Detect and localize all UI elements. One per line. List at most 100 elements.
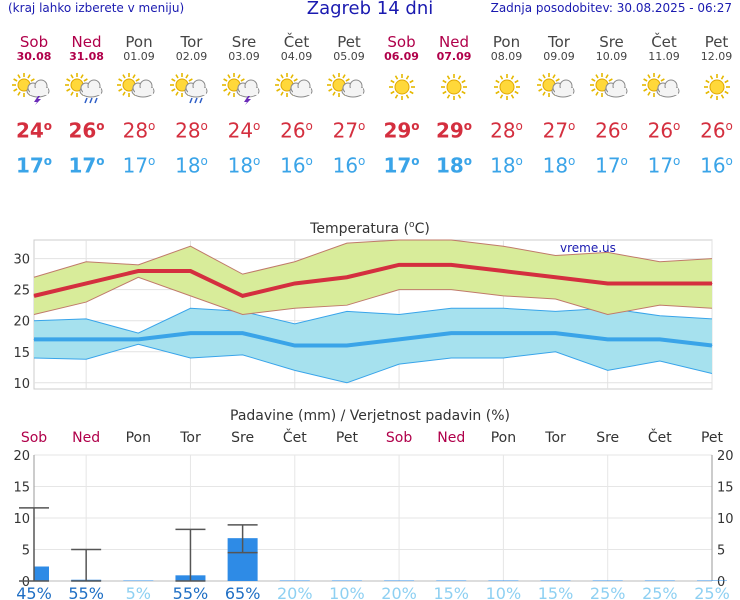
precip-bar [279, 580, 310, 581]
max-temp-point [502, 270, 504, 272]
day-label: Pon [491, 430, 516, 446]
max-temp-point [346, 276, 348, 278]
min-temp: 16o [700, 153, 733, 178]
day-name: Sob [387, 33, 416, 51]
y-tick-label: 15 [13, 346, 30, 361]
day-date: 10.09 [595, 50, 628, 63]
y-tick-label: 30 [13, 253, 30, 268]
max-temp: 28o [490, 118, 523, 143]
precipitation-chart: Padavine (mm) / Verjetnost padavin (%) So… [13, 408, 734, 600]
max-temp: 26o [700, 118, 733, 143]
day-label: Čet [283, 428, 307, 446]
day-name: Pet [704, 33, 729, 51]
day-column: Ned 07.09 29o 18o [428, 33, 480, 176]
day-column: Tor 02.09 28o 18o [166, 33, 218, 176]
day-date: 30.08 [16, 50, 52, 63]
day-name: Čet [283, 33, 310, 51]
max-temp: 27o [332, 118, 366, 143]
watermark: vreme.us [560, 241, 616, 255]
max-temp-point [711, 282, 713, 284]
y-tick-label: 10 [13, 377, 30, 392]
y-tick-label: 20 [13, 315, 30, 330]
min-temp-point [555, 332, 557, 334]
day-name: Ned [439, 33, 469, 51]
day-column: Pon 08.09 28o 18o [481, 33, 533, 176]
max-temp-point [607, 282, 609, 284]
y-tick-label: 15 [13, 481, 30, 496]
precip-bar [540, 580, 571, 581]
day-column: Pet 12.09 26o 16o [691, 33, 740, 176]
min-temp: 16o [280, 153, 313, 178]
day-label: Tor [179, 430, 201, 446]
min-temp-point [502, 332, 504, 334]
day-date: 07.09 [436, 50, 472, 63]
max-temp: 26o [595, 118, 628, 143]
min-temp-point [450, 332, 452, 334]
min-temp-line [34, 331, 713, 348]
sun-cloud-icon [271, 71, 323, 105]
min-temp: 17o [595, 153, 628, 178]
min-temp-point [189, 332, 191, 334]
sun-cloud-icon [323, 71, 375, 105]
day-date: 04.09 [280, 50, 313, 63]
day-date: 08.09 [490, 50, 523, 63]
precip-bar [697, 580, 727, 581]
sun-icon [376, 71, 428, 105]
y-tick-label-right: 5 [717, 544, 725, 559]
day-column: Sre 10.09 26o 17o [586, 33, 638, 176]
max-temp: 27o [542, 118, 576, 143]
max-temp: 29o [435, 118, 473, 143]
sun-cloud-thunder-icon [218, 71, 270, 105]
min-temp-band [34, 308, 712, 383]
day-column: Sre 03.09 24o 18o [218, 33, 270, 176]
sun-icon [481, 71, 533, 105]
day-date: 12.09 [700, 50, 733, 63]
min-temp: 17o [122, 153, 156, 178]
precip-bar [384, 580, 415, 581]
day-name: Pet [337, 33, 361, 51]
sun-icon [691, 71, 740, 105]
day-label: Sob [21, 430, 47, 446]
day-date: 05.09 [333, 50, 365, 63]
y-tick-label-right: 0 [717, 575, 725, 590]
location-hint[interactable]: (kraj lahko izberete v meniju) [8, 1, 185, 15]
max-temp-point [398, 264, 400, 266]
min-temp: 18o [490, 153, 523, 178]
day-label: Sre [596, 430, 619, 446]
sun-cloud-icon [113, 71, 165, 105]
sun-cloud-icon [586, 71, 638, 105]
max-temp-band-lower [33, 276, 713, 316]
y-tick-label: 0 [22, 575, 30, 590]
day-date: 31.08 [69, 50, 104, 63]
max-temp-point [85, 282, 87, 284]
precip-probability: 15% [538, 584, 574, 600]
precip-probability: 25% [590, 584, 626, 600]
page-title: Zagreb 14 dni [306, 0, 434, 19]
day-name: Tor [548, 33, 570, 51]
min-temp: 18o [227, 153, 261, 178]
max-temp: 26o [647, 118, 681, 143]
y-tick-label-right: 15 [717, 481, 734, 496]
min-temp-point [398, 338, 400, 340]
min-temp-point [711, 345, 713, 347]
day-column: Sob 06.09 29o 17o [376, 33, 428, 176]
day-label: Sob [386, 430, 412, 446]
precip-bar [331, 580, 362, 581]
day-column: Čet 04.09 26o 16o [271, 33, 323, 176]
day-date: 01.09 [123, 50, 155, 63]
max-temp-point [33, 295, 35, 297]
max-temp-point [555, 276, 557, 278]
max-temp-point [450, 264, 452, 266]
precip-probability: 5% [126, 584, 151, 600]
sun-cloud-rain-icon [61, 71, 113, 105]
min-temp: 17o [68, 153, 105, 178]
precip-bar [436, 580, 467, 581]
min-temp-band-lower [33, 343, 713, 384]
day-label: Sre [231, 430, 254, 446]
precip-probability: 20% [381, 584, 417, 600]
precip-bar [488, 580, 519, 581]
max-temp-point [659, 282, 661, 284]
temperature-chart: Temperatura (oC) 10 15 20 25 30 vreme.us [13, 220, 713, 392]
max-temp-point [137, 270, 139, 272]
sun-icon [428, 71, 480, 105]
